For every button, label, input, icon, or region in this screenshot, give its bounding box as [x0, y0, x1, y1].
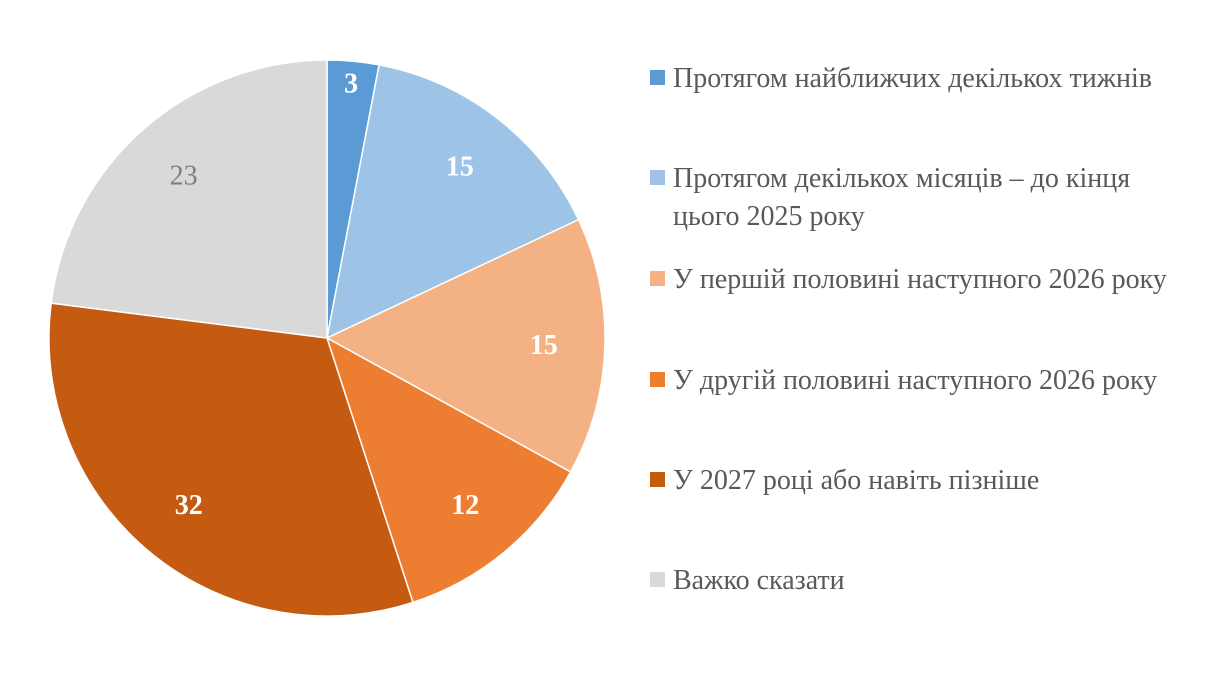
legend-item: У 2027 році або навіть пізніше [650, 462, 1173, 500]
legend-label: У 2027 році або навіть пізніше [673, 465, 1040, 496]
data-label: 3 [344, 68, 358, 99]
legend-item: У першій половині наступного 2026 року [650, 261, 1173, 299]
data-label: 12 [451, 490, 479, 521]
pie-slice [48, 302, 414, 617]
legend-label: Протягом декількох місяців – до кінця ць… [673, 163, 1131, 232]
data-label: 15 [530, 330, 558, 361]
pie-slice [50, 59, 328, 339]
legend-swatch [650, 372, 665, 387]
data-label: 32 [175, 490, 203, 521]
legend-swatch [650, 70, 665, 85]
legend-label: У другій половині наступного 2026 року [673, 365, 1158, 396]
legend-item: Протягом найближчих декількох тижнів [650, 60, 1173, 98]
data-label: 15 [446, 152, 474, 183]
legend-item: У другій половині наступного 2026 року [650, 362, 1173, 400]
legend-swatch [650, 271, 665, 286]
pie-chart: 3 15 15 12 32 23 [48, 59, 606, 617]
pie-slice [325, 218, 606, 473]
legend-swatch [650, 572, 665, 587]
legend-item: Важко сказати [650, 562, 1173, 600]
data-label: 23 [170, 160, 198, 191]
legend-label: Протягом найближчих декількох тижнів [673, 63, 1153, 94]
pie-slice [325, 336, 572, 604]
legend-swatch [650, 170, 665, 185]
pie-slice [325, 64, 580, 340]
legend-item: Протягом декількох місяців – до кінця ць… [650, 160, 1173, 236]
legend-label: У першій половині наступного 2026 року [673, 264, 1167, 295]
legend-swatch [650, 472, 665, 487]
legend-label: Важко сказати [673, 565, 845, 596]
